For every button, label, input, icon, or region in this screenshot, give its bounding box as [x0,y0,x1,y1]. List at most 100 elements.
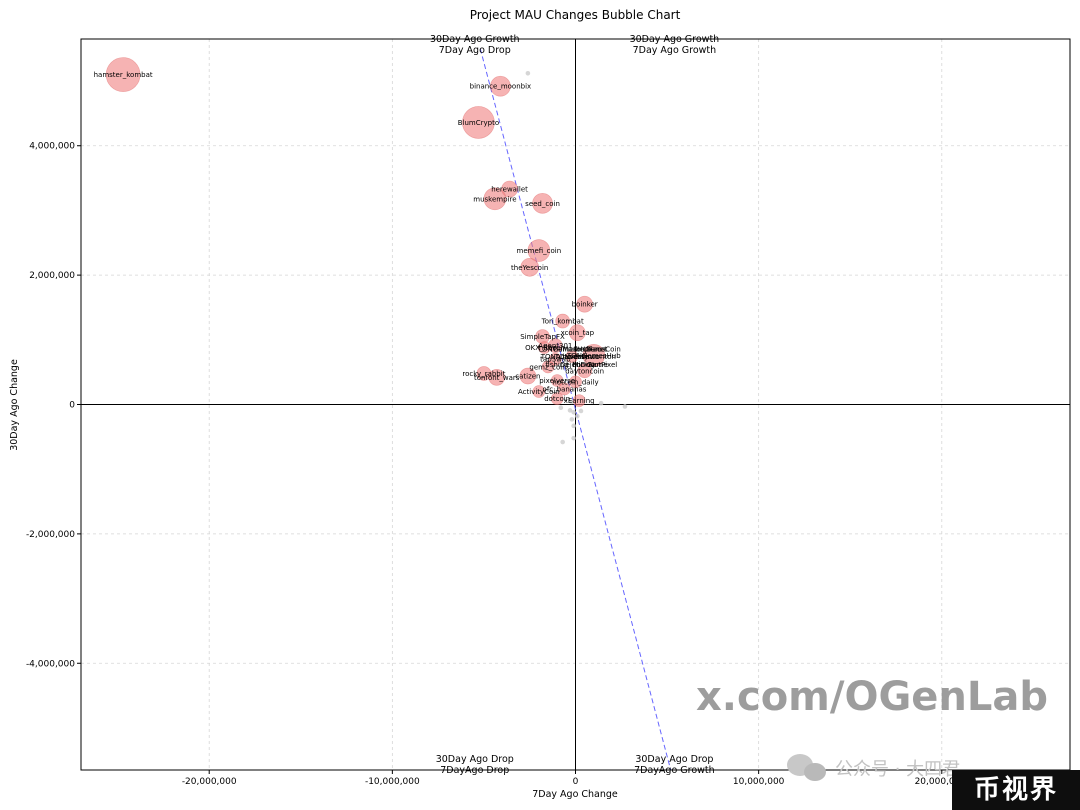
small-point [598,400,604,406]
small-points [525,70,628,445]
y-tick-label: -4,000,000 [26,659,75,669]
bubble-label: xcoin_tap [561,329,595,337]
y-axis-title: 30Day Ago Change [9,359,20,451]
bubble-label: tonfont_wars [474,374,520,382]
bubble-ActivityCoin [532,385,546,398]
x-tick-label: -10,000,000 [365,777,420,787]
cluster-label: Pluto [581,353,599,361]
small-point [525,70,531,76]
small-point [571,435,576,441]
bubble-label: muskempire [473,195,516,203]
bubble-label: dotcoin [544,395,570,403]
bubble-label: catizen [515,373,540,381]
bubble-pixelverse [550,374,564,387]
small-point [560,439,565,445]
bubble-OKX_Racer [538,341,551,354]
bubble-label: gemz_coin [529,363,566,371]
bubble-boinker [576,295,593,313]
cluster-label: DejenDog [560,361,595,369]
bubble-label: ofc_bananas [543,385,587,393]
bubble-dotcoin [550,392,564,405]
bubble-catizen [519,367,537,385]
x-tick-label: 10,000,000 [733,777,785,787]
bubble-label: binance_moonbix [470,83,532,91]
y-tick-label: 2,000,000 [29,271,75,281]
small-point [622,404,628,409]
cluster-label: TheMarketPlace [548,345,605,353]
bubble-label: TONGamesHub [566,352,621,360]
small-point [575,413,580,419]
bubble-BlumCrypto [462,106,495,139]
bubble-label: Agent301 [538,342,572,350]
trend-line [479,48,672,771]
bubble-Tori_kombat [555,313,570,329]
bubble-ofc_bananas [558,382,571,396]
cluster-label: MiniGame [573,361,608,369]
bubble-label: seed_coin [525,200,560,208]
x-tick-label: 20,000,000, [915,777,969,787]
bubble-tonfont_wars [488,369,506,386]
watermark-text: x.com/OGenLab [696,674,1048,720]
bubble-label: ActivityCoin [518,388,560,396]
bubble-xcoin_tap [569,324,586,341]
bubble-label: boinker [572,301,598,309]
small-point [571,423,576,429]
bubble-binance_moonbix [490,75,511,97]
bubble-label: notcoin_daily [552,378,598,386]
bubble-label: herewallet [491,186,528,194]
cluster-label: GemsCoin [585,345,621,353]
small-point [567,408,573,413]
bubble-label: BlumCrypto [458,119,499,127]
cluster-label: tonplanet [573,345,607,353]
bubble-label: OKX_Racer [525,344,564,352]
bubble-memefi_coin [527,239,551,262]
x-axis-title: 7Day Ago Change [532,789,618,800]
bubble-tapSwap [549,352,562,366]
small-point [571,409,576,415]
quadrant-label-bottom-right-line1: 30Day Ago Drop [635,754,713,765]
cluster-label: TONGamesHub [537,345,592,353]
cluster-label: TONAcademy [540,353,589,361]
wechat-icon [787,754,826,781]
bubble-daytoncoin [577,363,592,379]
bubble-TONverse [565,350,579,363]
bubbles [105,57,606,407]
chart-title: Project MAU Changes Bubble Chart [470,8,681,22]
bubble-hamster_kombat [105,57,141,92]
bubble-muskempire [483,187,507,211]
y-tick-label: 4,000,000 [29,142,75,152]
quadrant-label-top-left-line2: 7Day Ago Drop [439,45,511,56]
corner-badge: 币视界 [952,770,1080,810]
bubble-label: memefi_coin [517,247,562,255]
watermark: x.com/OGenLab 公众号 · 大四君 [696,674,1048,781]
axis-ticks: -20,000,000 -10,000,000 0 10,000,000 20,000,… [26,142,969,787]
bubble-label: tapSwap [540,356,571,364]
x-tick-label: -20,000,000 [182,777,237,787]
quadrant-label-bottom-left-line1: 30Day Ago Drop [436,754,514,765]
bubble-label: SimpleTapFX [520,333,565,341]
bubble-herewallet [501,180,518,198]
small-point [569,417,575,422]
cluster-label: wonton [590,353,616,361]
small-point [578,408,584,414]
wechat-watermark-text: 公众号 · 大四君 [835,759,960,780]
bubble-label: TONverse [554,353,589,361]
cluster-label: fishing_bot [545,361,584,369]
bubble-TONGamesHub [582,344,606,367]
bubble-label: Tori_kombat [541,318,584,326]
x-tick-label: 0 [573,777,579,787]
bubble-xEarning [572,394,586,407]
bubble-theYescoin [520,258,540,277]
trend-line-path [479,48,672,771]
bubble-notcoin_daily [569,375,582,389]
small-point [558,405,564,411]
bubble-label: pixelverse [539,377,575,385]
y-tick-label: 0 [69,401,75,411]
bubble-label: theYescoin [511,264,548,272]
y-tick-label: -2,000,000 [26,530,75,540]
quadrant-label-top-right-line2: 7Day Ago Growth [633,45,717,56]
bubble-labels: hamster_kombat binance_moonbix BlumCrypto h… [94,71,622,405]
bubble-gemz_coin [541,360,555,374]
bubble-label: daytoncoin [565,367,604,375]
